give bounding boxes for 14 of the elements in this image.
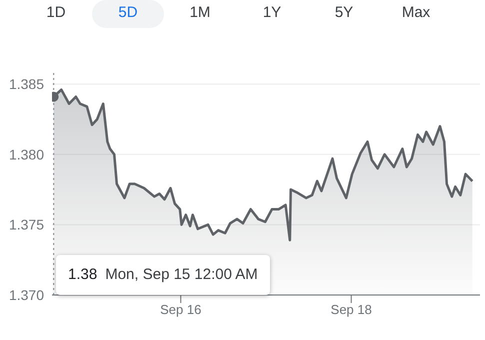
annotation: 1.38 <box>68 266 98 283</box>
y-tick-label: 1.370 <box>8 286 44 303</box>
text: 5Y <box>334 3 354 23</box>
text: Max <box>400 3 432 23</box>
text: 1M <box>188 3 212 23</box>
y-tick-label: 1.375 <box>8 216 44 233</box>
x-tick-label: Sep 16 <box>160 302 202 318</box>
y-tick-label: 1.380 <box>8 146 44 162</box>
text: 1Y <box>262 3 282 23</box>
annotation: Mon, Sep 15 12:00 AM <box>105 266 258 283</box>
text: 1D <box>45 3 67 23</box>
y-tick-label: 1.385 <box>8 76 44 92</box>
text: 5D <box>92 0 164 28</box>
x-tick-label: Sep 18 <box>330 302 372 318</box>
